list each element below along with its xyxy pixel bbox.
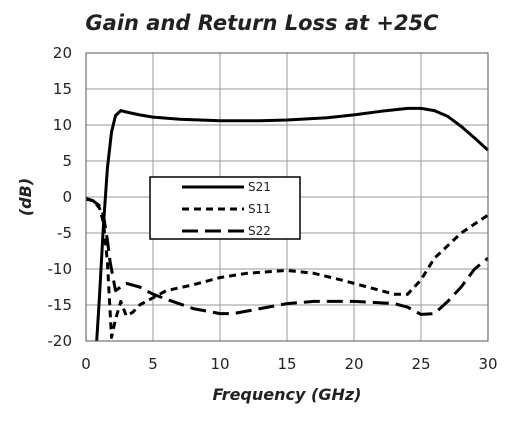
x-axis-label: Frequency (GHz) bbox=[213, 385, 362, 404]
x-tick-labels: 0 5 10 15 20 25 30 bbox=[81, 355, 497, 373]
x-tick-label: 30 bbox=[478, 355, 497, 373]
y-tick-label: 15 bbox=[53, 80, 72, 98]
y-tick-label: 5 bbox=[62, 152, 72, 170]
x-tick-label: 15 bbox=[277, 355, 296, 373]
legend-label-s22: S22 bbox=[248, 224, 271, 238]
series-line-s22 bbox=[85, 196, 489, 316]
y-axis-label: (dB) bbox=[16, 178, 35, 216]
legend-label-s11: S11 bbox=[248, 202, 271, 216]
chart-title: Gain and Return Loss at +25C bbox=[85, 11, 439, 35]
x-tick-label: 10 bbox=[210, 355, 229, 373]
x-tick-label: 0 bbox=[81, 355, 91, 373]
plot-border bbox=[85, 52, 489, 342]
legend: S21 S11 S22 bbox=[149, 176, 301, 240]
legend-label-s21: S21 bbox=[248, 180, 271, 194]
y-tick-labels: -20 -15 -10 -5 0 5 10 15 20 bbox=[48, 44, 73, 350]
y-tick-label: 10 bbox=[53, 116, 72, 134]
y-tick-label: 0 bbox=[62, 188, 72, 206]
x-tick-label: 25 bbox=[411, 355, 430, 373]
x-tick-label: 20 bbox=[344, 355, 363, 373]
series-lines bbox=[85, 106, 490, 342]
y-tick-label: -10 bbox=[48, 260, 73, 278]
y-tick-label: -5 bbox=[57, 224, 72, 242]
series-line-s11 bbox=[85, 197, 489, 339]
y-tick-label: -15 bbox=[48, 296, 73, 314]
x-tick-label: 5 bbox=[148, 355, 158, 373]
series-line-s21 bbox=[95, 106, 490, 342]
y-tick-label: -20 bbox=[48, 332, 73, 350]
y-tick-label: 20 bbox=[53, 44, 72, 62]
